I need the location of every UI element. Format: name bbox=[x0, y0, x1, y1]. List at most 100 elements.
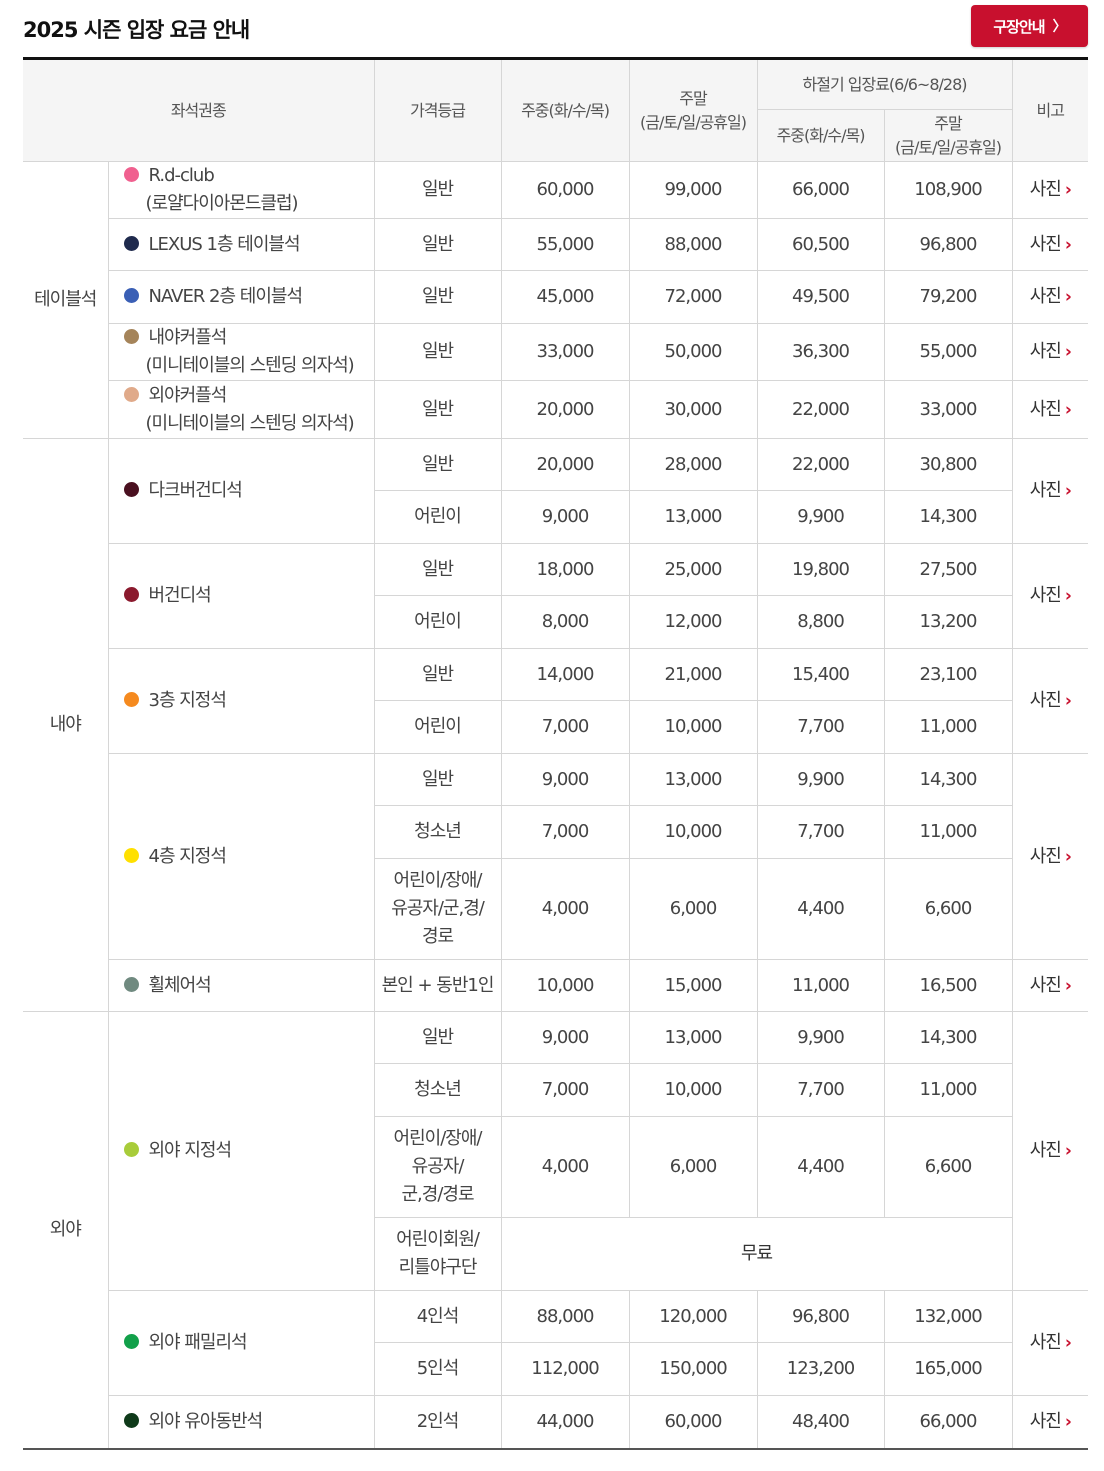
stadium-guide-button[interactable]: 구장안내 〉 bbox=[971, 5, 1088, 47]
photo-link-label: 사진 bbox=[1029, 398, 1062, 420]
seat-color-dot bbox=[123, 587, 139, 602]
price-summer-weekend: 108,900 bbox=[883, 161, 1013, 219]
seat-name-cell: 내야커플석 (미니테이블의 스텐딩 의자석) bbox=[108, 323, 375, 381]
header-summer-weekday: 주중(화/수/목) bbox=[757, 109, 885, 162]
seat-color-dot bbox=[123, 329, 139, 344]
table-row: 5인석 112,000 150,000 123,200 165,000 bbox=[23, 1342, 1088, 1396]
note-cell: 사진 › bbox=[1011, 1290, 1089, 1396]
note-cell: 사진 › bbox=[1011, 438, 1089, 544]
seat-name-cell: 4층 지정석 bbox=[108, 753, 375, 960]
seat-name-cell: 외야 지정석 bbox=[107, 1011, 375, 1291]
header-note: 비고 bbox=[1011, 57, 1089, 162]
price-grade: 2인석 bbox=[373, 1395, 502, 1449]
seat-name: 외야 지정석 bbox=[148, 1140, 233, 1161]
photo-link[interactable]: 사진 › bbox=[1030, 690, 1072, 711]
price-weekend: 150,000 bbox=[628, 1342, 758, 1396]
price-grade-line: 유공자/ bbox=[411, 1156, 465, 1177]
seat-name-cell: 외야 유아동반석 bbox=[108, 1395, 375, 1449]
price-weekend: 6,000 bbox=[628, 1116, 758, 1218]
price-summer-weekend: 55,000 bbox=[883, 323, 1013, 381]
table-row: 외야 외야 지정석 일반 9,000 13,000 9,900 14,300 사진 › bbox=[23, 1011, 1089, 1449]
price-grade: 일반 bbox=[373, 270, 502, 324]
seat-name-cell: R.d-club (로얄다이아몬드클럽) bbox=[107, 161, 375, 219]
chevron-right-icon: › bbox=[1064, 586, 1072, 606]
price-weekend: 15,000 bbox=[628, 959, 758, 1012]
table-row: 어린이/장애/유공자/군,경/경로 4,000 6,000 4,400 6,600 bbox=[23, 858, 1088, 960]
table-row: 외야커플석 (미니테이블의 스텐딩 의자석) 일반 20,000 30,000 22,00… bbox=[23, 380, 1089, 439]
seat-name-cell: 버건디석 bbox=[108, 543, 375, 649]
note-cell: 사진 › bbox=[1011, 959, 1089, 1012]
price-weekday: 20,000 bbox=[500, 380, 630, 439]
photo-link[interactable]: 사진 › bbox=[1029, 480, 1072, 501]
price-summer-weekend: 96,800 bbox=[883, 218, 1013, 271]
seat-color-dot bbox=[123, 976, 139, 992]
price-summer-weekday: 96,800 bbox=[756, 1290, 885, 1343]
price-grade: 일반 bbox=[373, 161, 502, 219]
price-summer-weekend: 132,000 bbox=[883, 1290, 1013, 1343]
price-weekday: 7,000 bbox=[500, 1063, 630, 1117]
seat-name-cell: 다크버건디석 bbox=[107, 438, 375, 544]
header-seat-type: 좌석권종 bbox=[23, 57, 375, 162]
photo-link[interactable]: 사진 › bbox=[1029, 398, 1072, 420]
photo-link[interactable]: 사진 › bbox=[1030, 234, 1072, 255]
table-row: 어린이 7,000 10,000 7,700 11,000 bbox=[23, 700, 1088, 754]
seat-color-dot bbox=[123, 847, 139, 863]
photo-link-label: 사진 bbox=[1029, 1140, 1062, 1161]
photo-link[interactable]: 사진 › bbox=[1030, 846, 1072, 867]
note-cell: 사진 › bbox=[1011, 1011, 1089, 1291]
photo-link[interactable]: 사진 › bbox=[1030, 179, 1072, 200]
chevron-right-icon: 〉 bbox=[1052, 19, 1067, 35]
note-cell: 사진 › bbox=[1011, 753, 1089, 960]
price-summer-weekday: 36,300 bbox=[756, 323, 885, 381]
price-weekday: 8,000 bbox=[500, 595, 630, 649]
price-grade-line: 유공자/군,경/ bbox=[391, 898, 485, 919]
table-row: 어린이 8,000 12,000 8,800 13,200 bbox=[23, 595, 1088, 649]
seat-color-dot bbox=[123, 235, 139, 251]
price-weekday: 4,000 bbox=[500, 858, 630, 960]
price-weekday: 55,000 bbox=[500, 218, 630, 271]
price-summer-weekday: 11,000 bbox=[756, 959, 885, 1012]
price-summer-weekday: 22,000 bbox=[756, 380, 885, 439]
price-summer-weekday: 15,400 bbox=[756, 648, 885, 701]
table-row: 외야 유아동반석 2인석 44,000 60,000 48,400 66,000 사진 › bbox=[23, 1395, 1089, 1449]
price-weekend: 88,000 bbox=[628, 218, 758, 271]
price-table: 좌석권종 가격등급 주중(화/수/목) 주말 (금/토/일/공휴일) 하절기 입… bbox=[23, 57, 1089, 1450]
header-summer-weekend-line1: 주말 bbox=[934, 113, 962, 133]
seat-name: LEXUS 1층 테이블석 bbox=[148, 233, 301, 255]
price-grade: 5인석 bbox=[374, 1342, 502, 1396]
seat-name-cell: 외야 패밀리석 bbox=[108, 1290, 375, 1396]
price-summer-weekend: 11,000 bbox=[883, 700, 1013, 754]
price-grade-line: 어린이회원/ bbox=[396, 1229, 480, 1250]
price-summer-weekday: 66,000 bbox=[756, 161, 885, 219]
price-summer-weekend: 27,500 bbox=[883, 543, 1013, 596]
photo-link-label: 사진 bbox=[1029, 480, 1062, 501]
seat-name: 4층 지정석 bbox=[148, 845, 227, 867]
photo-link-label: 사진 bbox=[1029, 341, 1062, 362]
header-weekend: 주말 (금/토/일/공휴일) bbox=[628, 57, 758, 162]
photo-link[interactable]: 사진 › bbox=[1030, 286, 1072, 307]
photo-link[interactable]: 사진 › bbox=[1029, 1140, 1072, 1161]
photo-link[interactable]: 사진 › bbox=[1029, 341, 1072, 362]
photo-link[interactable]: 사진 › bbox=[1030, 1332, 1072, 1353]
price-summer-weekend: 6,600 bbox=[883, 1116, 1013, 1218]
price-weekend: 120,000 bbox=[628, 1290, 758, 1343]
seat-name: NAVER 2층 테이블석 bbox=[148, 286, 304, 307]
price-summer-weekend: 11,000 bbox=[883, 1063, 1013, 1117]
photo-link[interactable]: 사진 › bbox=[1030, 975, 1072, 996]
price-free: 무료 bbox=[500, 1217, 1013, 1291]
note-cell: 사진 › bbox=[1011, 1395, 1089, 1449]
price-weekend: 12,000 bbox=[628, 595, 758, 649]
photo-link[interactable]: 사진 › bbox=[1029, 1410, 1072, 1432]
note-cell: 사진 › bbox=[1011, 161, 1089, 219]
chevron-right-icon: › bbox=[1064, 691, 1072, 711]
table-row: 3층 지정석 일반 14,000 21,000 15,400 23,100 사진 › bbox=[23, 648, 1089, 754]
photo-link[interactable]: 사진 › bbox=[1030, 585, 1072, 606]
table-row: 내야커플석 (미니테이블의 스텐딩 의자석) 일반 33,000 50,000 36,30… bbox=[23, 323, 1089, 381]
guide-button-label: 구장안내 bbox=[993, 17, 1045, 36]
category-table: 테이블석 bbox=[23, 161, 109, 439]
chevron-right-icon: › bbox=[1064, 342, 1072, 362]
price-weekday: 9,000 bbox=[500, 1011, 630, 1064]
table-row: 4층 지정석 일반 9,000 13,000 9,900 14,300 사진 › bbox=[23, 753, 1089, 960]
photo-link-label: 사진 bbox=[1029, 1410, 1062, 1432]
price-weekday: 9,000 bbox=[500, 490, 630, 544]
